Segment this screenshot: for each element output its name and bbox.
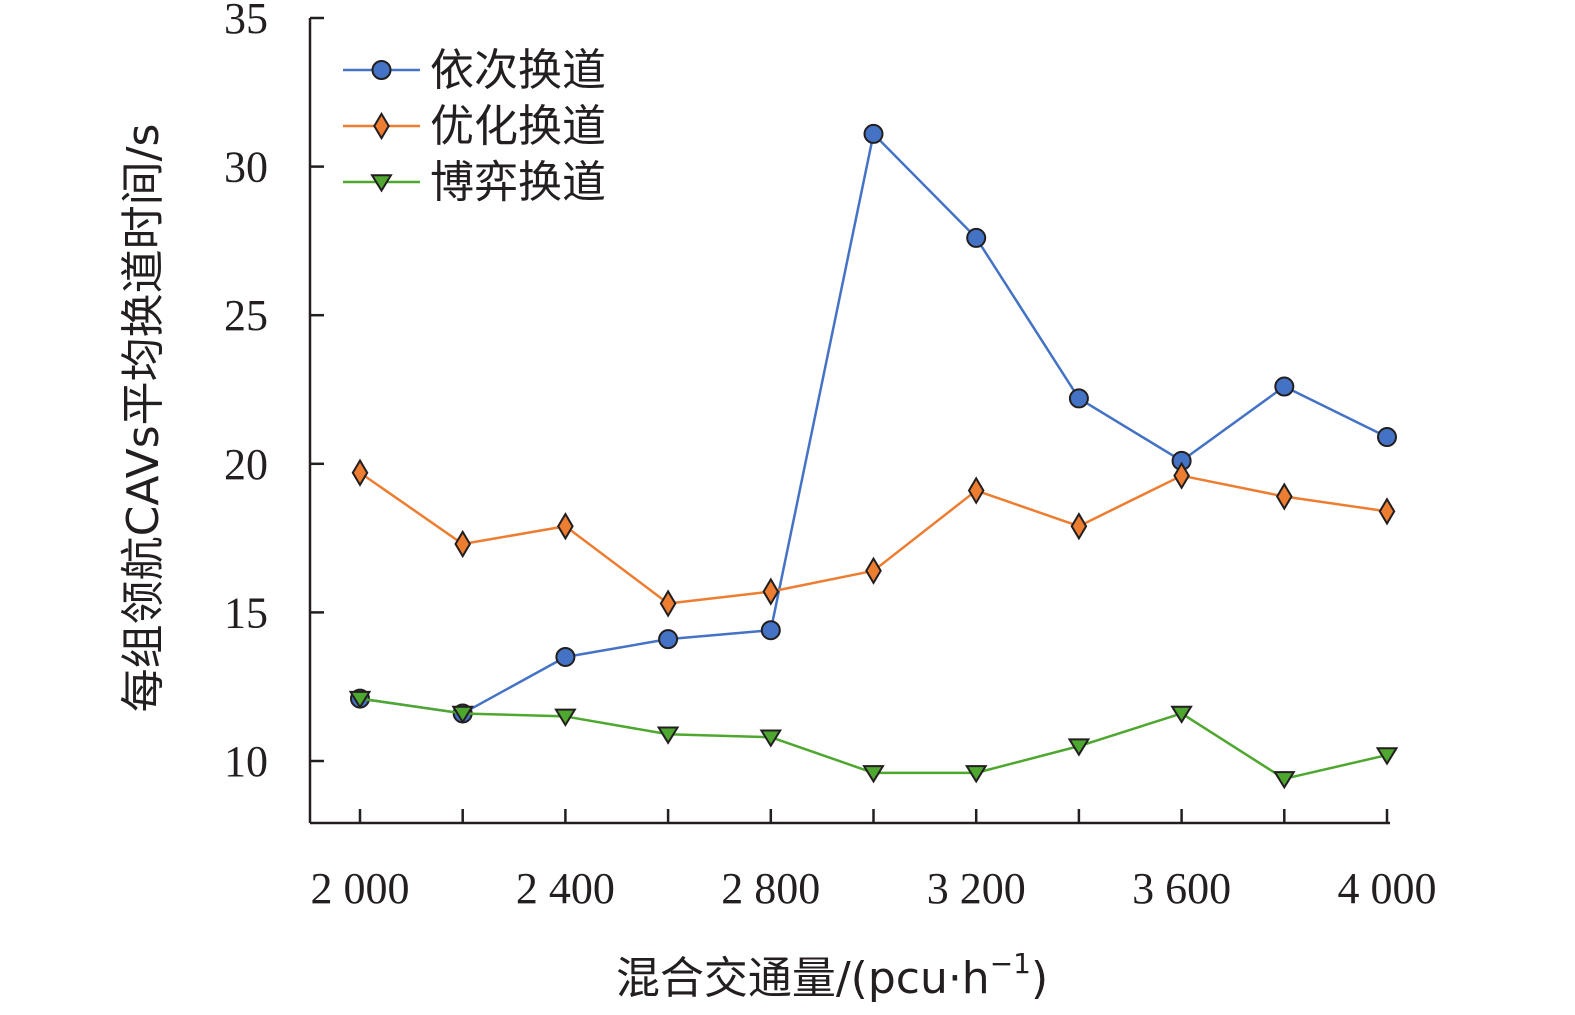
legend-label: 博弈换道 (430, 157, 606, 208)
x-tick-label: 3 200 (927, 864, 1026, 913)
legend-item: 优化换道 (343, 101, 606, 152)
series-1 (350, 123, 1397, 724)
data-point (862, 765, 885, 784)
y-tick-label: 10 (224, 737, 268, 786)
x-tick-label: 3 600 (1132, 864, 1231, 913)
data-point (659, 589, 677, 618)
legend-item: 依次换道 (343, 45, 606, 96)
x-axis-title-suffix: ) (1031, 953, 1048, 1004)
data-point (865, 556, 882, 585)
series-line (359, 132, 1388, 715)
x-axis-title-superscript: −1 (990, 947, 1031, 980)
data-point (967, 476, 985, 505)
y-tick-label: 30 (224, 143, 268, 192)
legend-label: 依次换道 (430, 45, 606, 96)
data-point (351, 458, 369, 487)
data-point (762, 577, 780, 606)
data-point (1273, 771, 1296, 790)
data-point (1377, 427, 1397, 448)
data-point (451, 705, 474, 724)
data-point (1275, 482, 1293, 511)
data-point (760, 620, 781, 641)
data-point (658, 629, 679, 650)
data-point (966, 227, 987, 248)
x-tick-label: 2 000 (311, 864, 410, 913)
data-point (555, 646, 576, 667)
data-point (1067, 738, 1091, 757)
axes (308, 18, 1390, 825)
data-point (554, 708, 577, 727)
series-3 (348, 690, 1399, 790)
data-point (964, 765, 988, 784)
legend-marker (371, 60, 392, 80)
legend-marker (370, 174, 393, 193)
y-tick-label: 35 (224, 0, 268, 43)
series-2 (351, 458, 1396, 618)
data-point (557, 512, 574, 541)
y-axis-title: 每组领航CAVs平均换道时间/s (118, 124, 169, 713)
x-tick-label: 2 800 (721, 864, 820, 913)
data-point (759, 729, 783, 748)
data-point (1070, 512, 1088, 541)
legend-marker (373, 111, 390, 141)
data-point (1068, 388, 1089, 409)
data-point (348, 690, 372, 710)
x-axis-title: 混合交通量/(pcu·h−1) (616, 947, 1048, 1004)
x-ticks: 2 000 2 400 2 800 3 200 3 600 4 000 (311, 809, 1437, 913)
y-ticks: 10 15 20 25 30 35 (224, 0, 324, 786)
x-tick-label: 2 400 (516, 864, 615, 913)
y-tick-label: 25 (224, 291, 268, 340)
data-point (656, 726, 680, 745)
legend-label: 优化换道 (430, 101, 606, 152)
y-tick-label: 20 (224, 440, 268, 489)
data-point (1274, 376, 1295, 397)
y-tick-label: 15 (224, 588, 268, 637)
x-axis-title-main: 混合交通量/(pcu·h (616, 953, 990, 1004)
data-point (863, 123, 884, 144)
data-point (1170, 705, 1193, 724)
series-group (348, 123, 1399, 790)
data-point (1375, 747, 1399, 766)
data-point (1173, 461, 1190, 490)
data-point (1378, 497, 1396, 526)
data-point (454, 529, 472, 559)
x-tick-label: 4 000 (1338, 864, 1437, 913)
legend-item: 博弈换道 (343, 157, 606, 208)
